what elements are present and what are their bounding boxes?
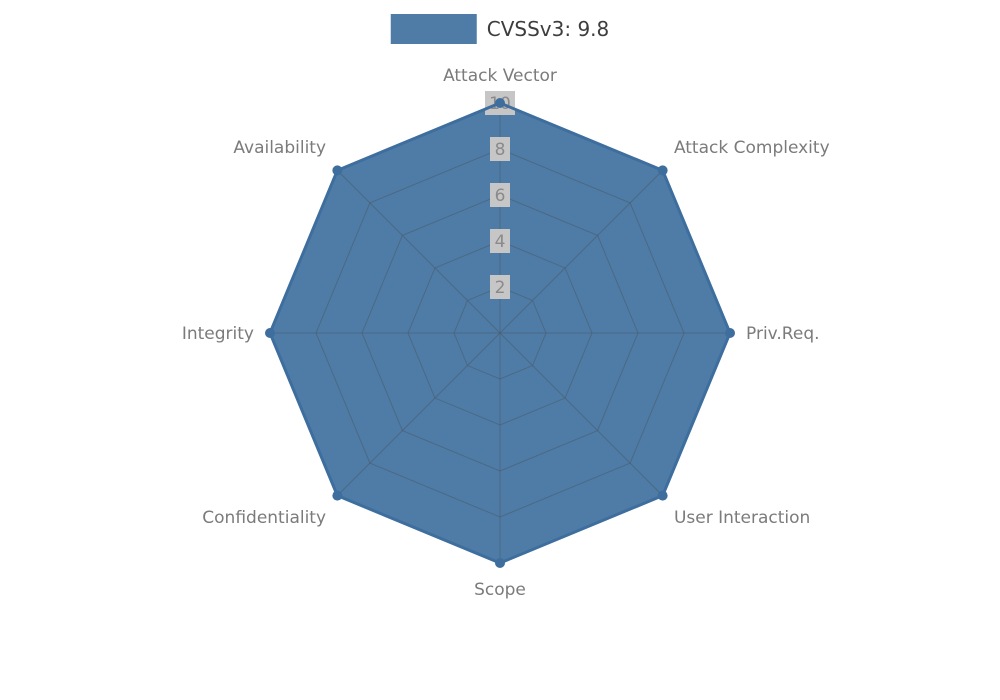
radar-marker [725, 328, 735, 338]
axis-label-availability: Availability [233, 138, 326, 158]
radar-marker [495, 98, 505, 108]
legend-label: CVSSv3: 9.8 [486, 17, 610, 41]
radial-tick-bg [490, 275, 510, 299]
grid-spoke [337, 332, 501, 496]
radial-tick-label: 2 [495, 278, 506, 298]
radar-marker [495, 558, 505, 568]
grid-spoke [337, 170, 501, 334]
axis-label-user-interaction: User Interaction [674, 508, 810, 528]
grid-spoke [499, 170, 663, 334]
axis-label-priv-req-: Priv.Req. [746, 324, 820, 344]
radar-marker [265, 328, 275, 338]
radar-marker [657, 490, 668, 501]
legend: CVSSv3: 9.8 [390, 14, 610, 44]
axis-label-confidentiality: Confidentiality [202, 508, 326, 528]
radial-tick-bg [490, 229, 510, 253]
axis-label-integrity: Integrity [182, 324, 254, 344]
radar-marker [657, 165, 668, 176]
axis-label-attack-vector: Attack Vector [443, 66, 557, 86]
radar-marker [332, 490, 343, 501]
axis-label-attack-complexity: Attack Complexity [674, 138, 830, 158]
radial-tick-label: 4 [495, 232, 506, 252]
radial-tick-bg [490, 137, 510, 161]
radar-marker [332, 165, 343, 176]
legend-swatch [390, 14, 477, 44]
radial-tick-label: 6 [495, 186, 506, 206]
radial-tick-bg [490, 183, 510, 207]
grid-spoke [499, 332, 663, 496]
radial-tick-label: 8 [495, 140, 506, 160]
axis-label-scope: Scope [474, 580, 526, 600]
